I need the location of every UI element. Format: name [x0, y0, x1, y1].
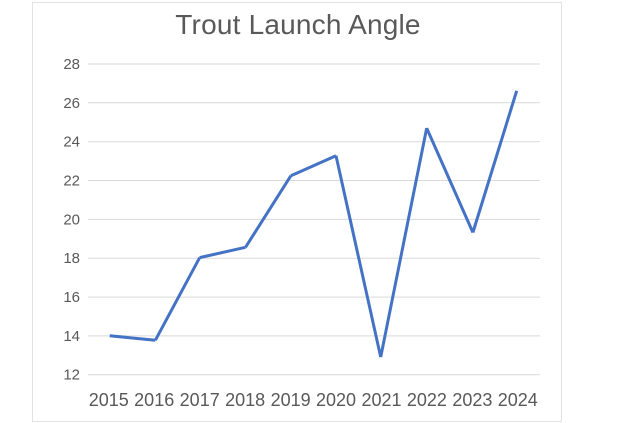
svg-text:2018: 2018: [225, 390, 265, 410]
svg-text:2020: 2020: [316, 390, 356, 410]
svg-text:2024: 2024: [498, 390, 538, 410]
svg-text:26: 26: [63, 95, 80, 112]
svg-text:2015: 2015: [89, 390, 129, 410]
svg-text:2017: 2017: [180, 390, 220, 410]
svg-text:16: 16: [63, 289, 80, 306]
svg-text:20: 20: [63, 211, 80, 228]
svg-text:2021: 2021: [361, 390, 401, 410]
svg-text:22: 22: [63, 173, 80, 190]
svg-text:28: 28: [63, 56, 80, 73]
svg-text:12: 12: [63, 367, 80, 384]
svg-text:2022: 2022: [407, 390, 447, 410]
svg-text:14: 14: [63, 328, 80, 345]
svg-text:2019: 2019: [271, 390, 311, 410]
svg-text:18: 18: [63, 250, 80, 267]
svg-text:2023: 2023: [452, 390, 492, 410]
svg-text:24: 24: [63, 134, 80, 151]
svg-text:2016: 2016: [134, 390, 174, 410]
